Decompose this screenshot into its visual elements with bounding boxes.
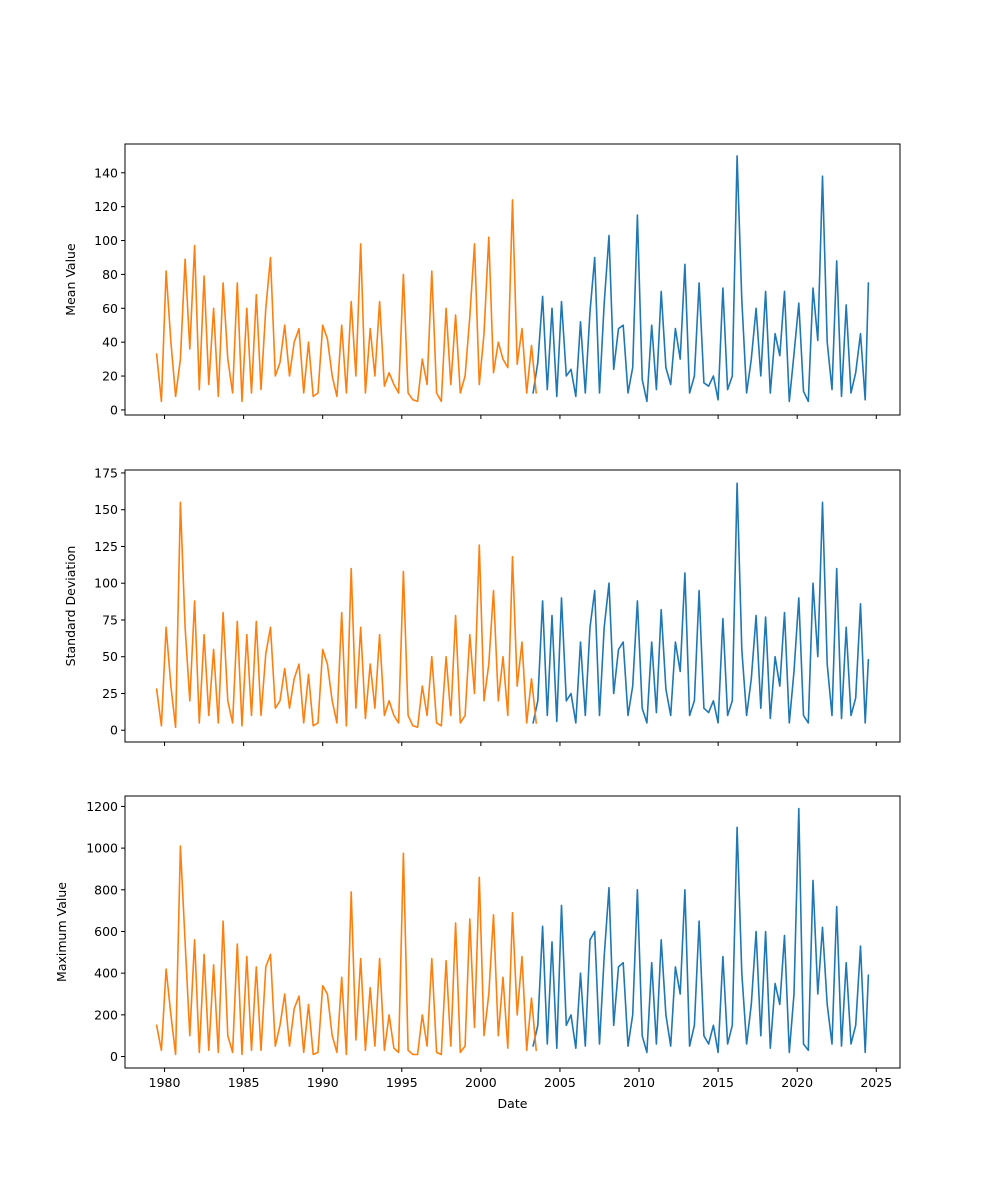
y-axis-label: Maximum Value [54, 882, 69, 982]
x-tick-label: 1980 [149, 1075, 181, 1090]
y-tick-label: 175 [94, 465, 118, 480]
y-axis-label: Mean Value [63, 243, 78, 316]
x-tick-label: 2015 [702, 1075, 734, 1090]
x-axis-label: Date [498, 1096, 528, 1111]
x-tick-label: 2025 [860, 1075, 892, 1090]
y-tick-label: 0 [110, 723, 118, 738]
plot-frame [124, 795, 901, 1069]
y-tick-label: 20 [102, 369, 118, 384]
y-tick-label: 125 [94, 539, 118, 554]
plot-frame [124, 143, 901, 416]
y-axis-label: Standard Deviation [63, 546, 78, 667]
y-tick-label: 140 [94, 165, 118, 180]
mean-value-panel: 0 20 40 60 80 100 120 140 Mean Value [63, 143, 901, 419]
y-tick-label: 1000 [86, 841, 118, 856]
x-tick-label: 2010 [623, 1075, 655, 1090]
y-tick-label: 100 [94, 233, 118, 248]
plot-frame [124, 469, 901, 743]
series-line-1 [155, 501, 538, 729]
series-line-1 [155, 845, 538, 1056]
y-tick-label: 0 [110, 402, 118, 417]
y-tick-label: 60 [102, 301, 118, 316]
series-line-0 [532, 807, 870, 1054]
x-tick-label: 2005 [544, 1075, 576, 1090]
y-tick-label: 40 [102, 335, 118, 350]
x-tick-label: 1995 [386, 1075, 418, 1090]
y-tick-label: 75 [102, 612, 118, 627]
x-tick-label: 2020 [781, 1075, 813, 1090]
y-tick-label: 25 [102, 686, 118, 701]
x-tick-label: 2000 [465, 1075, 497, 1090]
y-tick-label: 800 [94, 882, 118, 897]
y-tick-label: 600 [94, 924, 118, 939]
y-tick-label: 80 [102, 267, 118, 282]
y-tick-label: 0 [110, 1049, 118, 1064]
series-line-1 [155, 199, 538, 403]
maximum-value-panel: 1980 1985 1990 1995 2000 2005 2010 2015 2020 2025… [54, 795, 901, 1111]
y-tick-label: 200 [94, 1007, 118, 1022]
y-tick-label: 400 [94, 966, 118, 981]
series-line-0 [532, 482, 870, 724]
standard-deviation-panel: 0 25 50 75 100 125 150 175 Standard Deviation [63, 465, 901, 746]
x-tick-label: 1985 [228, 1075, 260, 1090]
y-tick-label: 100 [94, 576, 118, 591]
y-tick-label: 1200 [86, 799, 118, 814]
x-tick-label: 1990 [307, 1075, 339, 1090]
y-tick-label: 150 [94, 502, 118, 517]
series-line-0 [532, 155, 870, 403]
y-tick-label: 50 [102, 649, 118, 664]
y-tick-label: 120 [94, 199, 118, 214]
